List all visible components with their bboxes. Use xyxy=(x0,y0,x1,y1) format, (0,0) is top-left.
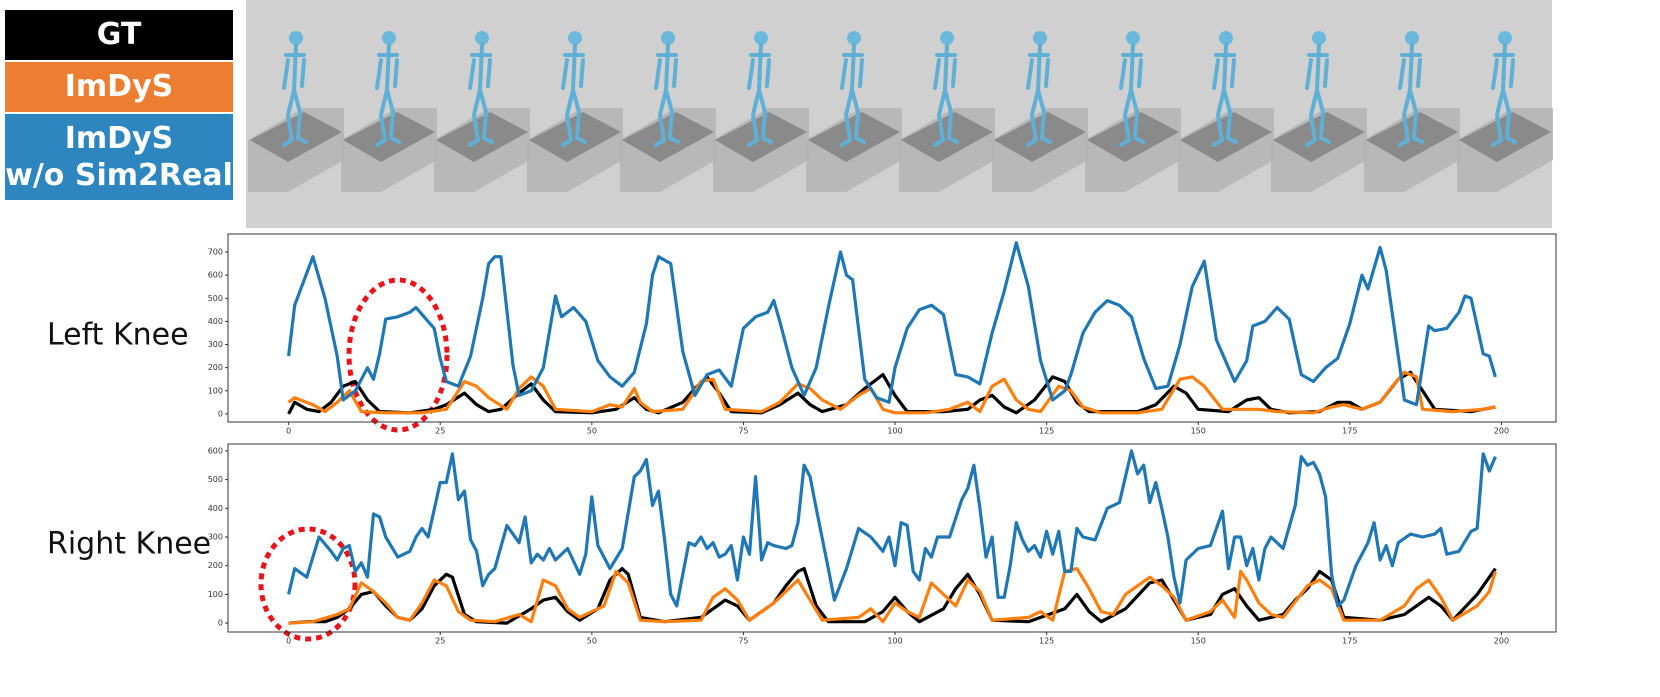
x-tick-label: 25 xyxy=(435,427,445,436)
skull xyxy=(289,31,303,45)
skull xyxy=(475,31,489,45)
platform xyxy=(1366,112,1458,162)
x-tick-label: 50 xyxy=(587,427,597,436)
plot-frame xyxy=(227,233,1557,423)
skeleton xyxy=(1119,43,1145,147)
skeleton xyxy=(282,43,308,147)
skull xyxy=(1033,31,1047,45)
skull xyxy=(1219,31,1233,45)
skeleton xyxy=(1398,43,1424,147)
platform xyxy=(808,112,900,162)
skeleton xyxy=(933,43,959,147)
plot-frame xyxy=(227,443,1557,633)
skull xyxy=(847,31,861,45)
platform xyxy=(715,112,807,162)
skeleton xyxy=(561,43,587,147)
skeleton xyxy=(1026,43,1052,147)
skull xyxy=(1312,31,1326,45)
x-tick-label: 175 xyxy=(1342,427,1357,436)
y-tick-label: 600 xyxy=(208,271,223,280)
x-tick-label: 200 xyxy=(1494,637,1509,646)
platform xyxy=(436,112,528,162)
skeleton xyxy=(840,43,866,147)
x-tick-label: 75 xyxy=(738,427,748,436)
platform xyxy=(901,112,993,162)
skeleton-frames xyxy=(248,31,1553,192)
x-tick-label: 0 xyxy=(286,637,291,646)
x-tick-label: 175 xyxy=(1342,637,1357,646)
skeleton xyxy=(468,43,494,147)
platform xyxy=(1180,112,1272,162)
skull xyxy=(940,31,954,45)
highlight-ellipse xyxy=(258,526,358,642)
skeleton xyxy=(1305,43,1331,147)
skull xyxy=(661,31,675,45)
y-tick-label: 400 xyxy=(208,504,223,513)
y-tick-label: 400 xyxy=(208,317,223,326)
x-tick-label: 100 xyxy=(887,637,902,646)
y-tick-label: 300 xyxy=(208,532,223,541)
row-title: Right Knee xyxy=(47,527,211,562)
skull xyxy=(1498,31,1512,45)
y-tick-label: 700 xyxy=(208,248,223,257)
legend-item: GT xyxy=(5,10,233,60)
platform xyxy=(1273,112,1365,162)
y-tick-label: 500 xyxy=(208,294,223,303)
y-tick-label: 0 xyxy=(218,409,223,418)
series-line xyxy=(288,567,1497,625)
series-line xyxy=(287,449,1497,608)
skull xyxy=(754,31,768,45)
y-tick-label: 100 xyxy=(208,386,223,395)
highlight-ellipse xyxy=(346,277,450,433)
legend-item: ImDyS xyxy=(5,62,233,112)
y-tick-label: 200 xyxy=(208,561,223,570)
row-title: Left Knee xyxy=(47,318,189,353)
y-tick-label: 500 xyxy=(208,475,223,484)
y-tick-label: 0 xyxy=(218,619,223,628)
skeleton xyxy=(747,43,773,147)
skull xyxy=(568,31,582,45)
y-tick-label: 100 xyxy=(208,590,223,599)
skull xyxy=(1405,31,1419,45)
y-tick-label: 600 xyxy=(208,446,223,455)
series-line xyxy=(288,567,1497,625)
skull xyxy=(382,31,396,45)
skeleton xyxy=(375,43,401,147)
skeleton xyxy=(1212,43,1238,147)
x-tick-label: 150 xyxy=(1191,637,1206,646)
platform xyxy=(250,112,342,162)
x-tick-label: 125 xyxy=(1039,427,1054,436)
platform xyxy=(1087,112,1179,162)
y-tick-label: 300 xyxy=(208,340,223,349)
x-tick-label: 75 xyxy=(738,637,748,646)
y-tick-label: 200 xyxy=(208,363,223,372)
x-tick-label: 150 xyxy=(1191,427,1206,436)
platform xyxy=(1459,112,1551,162)
legend-item: ImDyS w/o Sim2Real xyxy=(5,114,233,200)
platform xyxy=(622,112,714,162)
platform xyxy=(529,112,621,162)
x-tick-label: 125 xyxy=(1039,637,1054,646)
skeleton xyxy=(1491,43,1517,147)
skeleton xyxy=(654,43,680,147)
x-tick-label: 0 xyxy=(286,427,291,436)
x-tick-label: 25 xyxy=(435,637,445,646)
series-line xyxy=(287,241,1497,407)
x-tick-label: 50 xyxy=(587,637,597,646)
platform xyxy=(994,112,1086,162)
x-tick-label: 100 xyxy=(887,427,902,436)
skull xyxy=(1126,31,1140,45)
x-tick-label: 200 xyxy=(1494,427,1509,436)
platform xyxy=(343,112,435,162)
